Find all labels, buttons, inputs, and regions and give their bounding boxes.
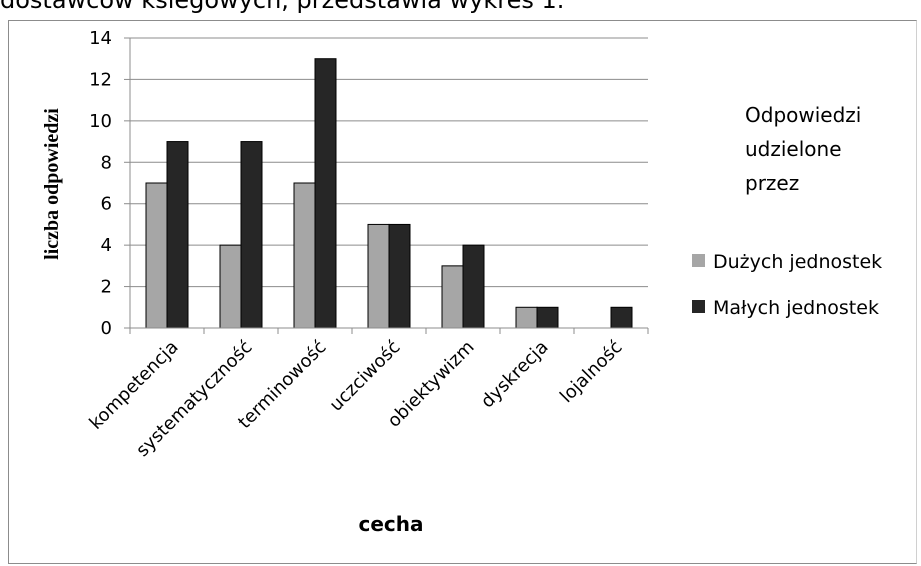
bars	[145, 58, 633, 329]
y-tick-label: 0	[101, 318, 112, 339]
axes	[129, 38, 649, 334]
bar-small-3	[388, 223, 411, 329]
legend-title-line: Odpowiedzi	[745, 103, 861, 127]
legend-label-1: Małych jednostek	[713, 297, 879, 319]
legend: Dużych jednostek Małych jednostek	[692, 251, 882, 319]
y-tick-label: 6	[101, 194, 112, 215]
chart-frame	[8, 20, 917, 564]
bar-small-2	[314, 58, 337, 329]
y-axis-label: liczba odpowiedzi	[41, 108, 63, 260]
y-tick-label: 8	[101, 152, 112, 173]
y-tick-label: 4	[101, 235, 112, 256]
x-tick-label: dyskrecja	[477, 337, 553, 413]
bar-large-1	[219, 244, 242, 329]
y-tick-labels: 0 2 4 6 8 10 12 14	[89, 28, 112, 339]
bar-large-4	[441, 265, 464, 329]
x-tick-label: uczciwość	[326, 337, 405, 416]
x-tick-label: lojalność	[556, 337, 627, 408]
y-tick-label: 12	[89, 69, 112, 90]
legend-label-0: Dużych jednostek	[713, 251, 882, 273]
bar-large-5	[515, 306, 538, 329]
bar-small-0	[166, 141, 189, 329]
y-tick-label: 14	[89, 28, 112, 49]
bar-large-0	[145, 182, 168, 329]
bar-large-2	[293, 182, 316, 329]
legend-swatch-0	[692, 254, 705, 267]
y-tick-label: 10	[89, 111, 112, 132]
bar-small-5	[536, 306, 559, 329]
legend-title-line: udzielone	[745, 137, 842, 161]
bar-small-6	[610, 306, 633, 329]
legend-title: Odpowiedzi udzielone przez	[745, 103, 861, 195]
legend-title-line: przez	[745, 171, 799, 195]
y-tick-label: 2	[101, 277, 112, 298]
legend-swatch-1	[692, 300, 705, 313]
header-text: dostawców ksiegowych, przedstawia wykres…	[0, 0, 565, 14]
bar-small-1	[240, 141, 263, 329]
x-axis-label: cecha	[358, 512, 423, 536]
x-tick-labels: kompetencjasystematycznośćterminowośćucz…	[85, 337, 626, 461]
bar-large-3	[367, 223, 390, 329]
bar-small-4	[462, 244, 485, 329]
